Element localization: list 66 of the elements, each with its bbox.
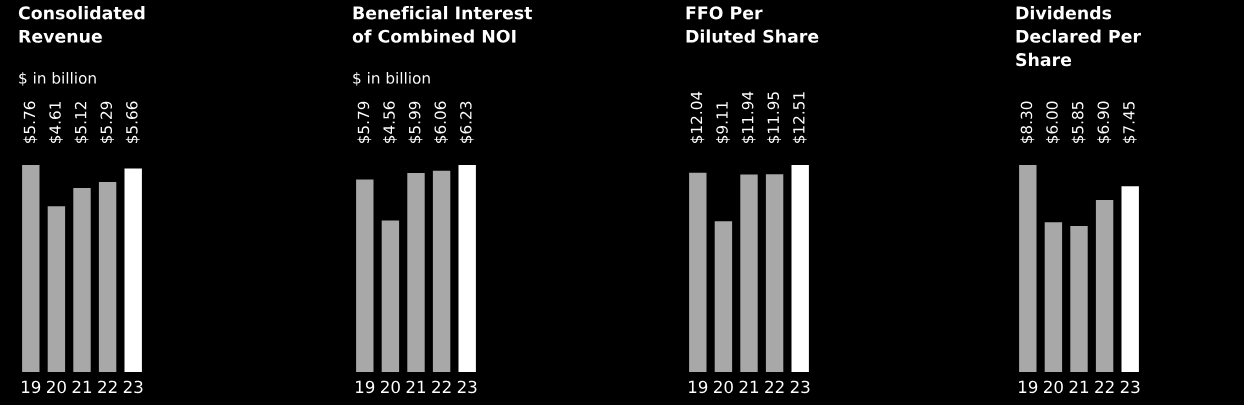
data-label: $6.06 bbox=[434, 101, 449, 144]
x-tick-label: 21 bbox=[72, 380, 92, 393]
data-label: $7.45 bbox=[1122, 101, 1137, 144]
data-label: $5.12 bbox=[74, 102, 89, 144]
x-tick-label: 19 bbox=[1019, 380, 1038, 394]
x-tick-label: 19 bbox=[356, 380, 375, 394]
x-tick-label: 23 bbox=[457, 380, 477, 394]
chart-subtitle: $ in billion bbox=[19, 72, 96, 86]
bar bbox=[791, 165, 809, 372]
bar bbox=[1095, 199, 1114, 372]
x-tick-label: 20 bbox=[714, 380, 733, 394]
bar bbox=[98, 181, 117, 372]
data-label: $6.90 bbox=[1097, 101, 1112, 144]
data-label: $11.95 bbox=[767, 92, 782, 144]
bar bbox=[381, 220, 400, 372]
x-tick-label: 22 bbox=[765, 380, 784, 393]
x-tick-label: 22 bbox=[1095, 380, 1114, 393]
data-label: $4.56 bbox=[383, 101, 397, 144]
bar bbox=[124, 168, 142, 372]
bar bbox=[1121, 186, 1139, 372]
bar bbox=[432, 170, 451, 372]
bar bbox=[73, 188, 91, 372]
x-tick-label: 23 bbox=[123, 380, 143, 394]
bar bbox=[689, 172, 707, 372]
x-tick-label: 22 bbox=[432, 380, 451, 393]
bar bbox=[356, 179, 374, 372]
data-label: $4.61 bbox=[49, 101, 63, 144]
data-label: $11.94 bbox=[741, 91, 756, 144]
bar bbox=[1044, 222, 1063, 372]
x-tick-label: 20 bbox=[381, 380, 400, 394]
bar bbox=[714, 221, 733, 372]
data-label: $6.23 bbox=[459, 101, 474, 144]
bar bbox=[1070, 226, 1088, 372]
bar bbox=[1019, 165, 1037, 372]
bar bbox=[407, 172, 425, 372]
chart-title: Consolidated Revenue bbox=[18, 6, 145, 43]
chart-subtitle: $ in billion bbox=[353, 72, 430, 86]
data-label: $5.85 bbox=[1071, 101, 1086, 144]
x-tick-label: 19 bbox=[22, 380, 41, 394]
chart-title: FFO Per Diluted Share bbox=[686, 6, 819, 43]
x-tick-label: 23 bbox=[790, 380, 810, 394]
x-tick-label: 20 bbox=[1044, 380, 1063, 394]
data-label: $12.04 bbox=[690, 91, 705, 144]
data-label: $5.76 bbox=[23, 101, 38, 144]
data-label: $6.00 bbox=[1046, 101, 1060, 144]
bar bbox=[47, 206, 66, 372]
chart-title: Beneficial Interest of Combined NOI bbox=[352, 6, 533, 43]
x-tick-label: 21 bbox=[739, 380, 759, 393]
bar bbox=[458, 165, 476, 372]
bar bbox=[22, 165, 40, 372]
chart-title: Dividends Declared Per Share bbox=[1016, 6, 1141, 67]
data-label: $5.29 bbox=[100, 101, 115, 144]
x-tick-label: 20 bbox=[47, 380, 66, 394]
x-tick-label: 22 bbox=[98, 380, 117, 393]
bar bbox=[740, 174, 758, 372]
bar bbox=[765, 174, 784, 372]
data-label: $9.11 bbox=[716, 101, 730, 144]
data-label: $5.79 bbox=[357, 101, 372, 144]
data-label: $5.66 bbox=[125, 101, 140, 144]
x-tick-label: 21 bbox=[1069, 380, 1089, 393]
x-tick-label: 19 bbox=[689, 380, 708, 394]
data-label: $8.30 bbox=[1020, 101, 1035, 144]
x-tick-label: 21 bbox=[406, 380, 426, 393]
data-label: $5.99 bbox=[408, 101, 423, 144]
data-label: $12.51 bbox=[792, 92, 807, 144]
x-tick-label: 23 bbox=[1120, 380, 1140, 394]
